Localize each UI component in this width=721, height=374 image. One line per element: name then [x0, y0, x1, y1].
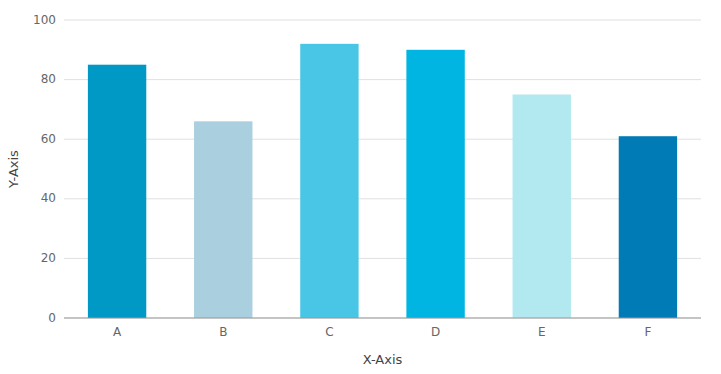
x-tick-label: C: [325, 325, 333, 339]
y-tick-label: 100: [33, 13, 56, 27]
grid-line: [64, 198, 701, 199]
x-tick-label: D: [431, 325, 440, 339]
y-axis-label: Y-Axis: [6, 150, 21, 189]
grid-line: [64, 20, 701, 21]
grid-line: [64, 258, 701, 259]
bar: [300, 44, 358, 318]
chart-container: 0 20 40 60 80 100 A B C D E F X-Axis Y-Axis: [0, 0, 721, 374]
bar: [88, 65, 146, 318]
grid-line: [64, 79, 701, 80]
x-axis-label: X-Axis: [363, 352, 403, 367]
x-axis: A B C D E F: [113, 325, 651, 339]
bar: [406, 50, 464, 318]
bar: [619, 136, 677, 318]
x-tick-label: A: [113, 325, 122, 339]
bar: [194, 121, 252, 318]
x-tick-label: F: [644, 325, 651, 339]
y-tick-label: 0: [48, 311, 56, 325]
x-tick-label: E: [538, 325, 546, 339]
y-tick-label: 60: [41, 132, 56, 146]
y-axis: 0 20 40 60 80 100: [33, 13, 701, 325]
x-tick-label: B: [219, 325, 227, 339]
grid-line: [64, 139, 701, 140]
y-tick-label: 20: [41, 251, 56, 265]
y-tick-label: 40: [41, 191, 56, 205]
grid-line: [64, 318, 701, 319]
bars: [88, 44, 677, 318]
bar: [513, 95, 571, 319]
chart: 0 20 40 60 80 100 A B C D E F X-Axis Y-Axis: [0, 0, 721, 374]
x-axis-line: [64, 318, 701, 319]
y-tick-label: 80: [41, 72, 56, 86]
